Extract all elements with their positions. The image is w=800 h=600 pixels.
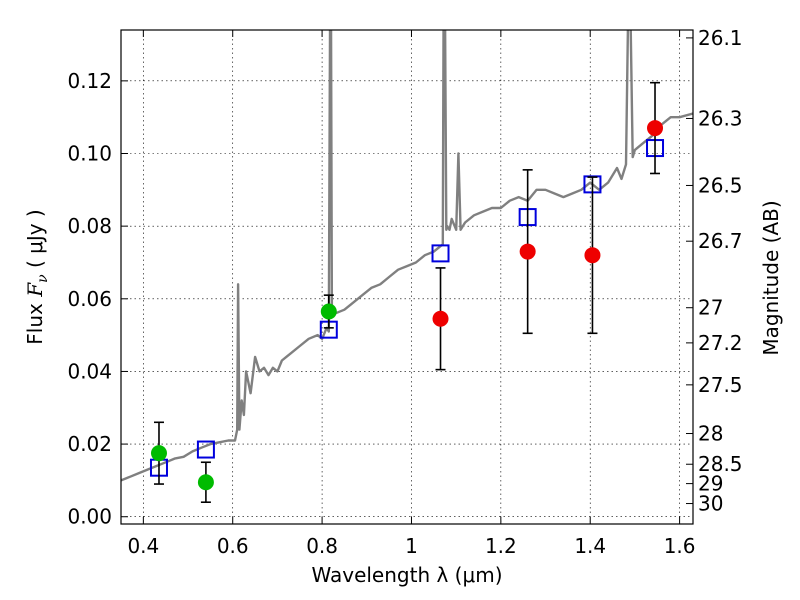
plot-area <box>121 30 693 504</box>
x-tick-label: 0.4 <box>127 534 159 558</box>
y-tick-label: 0.06 <box>67 287 112 311</box>
model-spectrum-line <box>121 30 693 482</box>
model-flux-box <box>196 440 215 459</box>
y2-tick-label: 26.5 <box>698 173 743 197</box>
y-axis-label-prefix: Flux <box>23 297 47 345</box>
x-tick-label: 1.2 <box>485 534 517 558</box>
model-flux-box <box>431 244 450 263</box>
y-tick-label: 0.02 <box>67 432 112 456</box>
y2-tick-label: 27 <box>698 296 723 320</box>
plot-frame <box>120 29 694 525</box>
green-data-point <box>150 445 167 462</box>
y-axis-label-subscript: ν <box>35 274 51 283</box>
y2-tick-label: 26.7 <box>698 229 743 253</box>
x-tick-label: 1.6 <box>664 534 696 558</box>
y-tick-label: 0.04 <box>67 359 112 383</box>
y-tick-label: 0.12 <box>67 69 112 93</box>
red-data-point <box>647 120 664 137</box>
x-tick-label: 1.4 <box>574 534 606 558</box>
y-axis-label-symbol: F <box>23 282 47 298</box>
red-data-point <box>584 247 601 264</box>
green-data-point <box>320 303 337 320</box>
green-data-point <box>197 474 214 491</box>
y2-axis-label: Magnitude (AB) <box>759 200 783 355</box>
grid <box>121 30 693 524</box>
y2-tick-label: 29 <box>698 472 723 496</box>
x-tick-label: 0.8 <box>306 534 338 558</box>
y-axis-label: Flux Fν ( μJy ) <box>23 209 51 344</box>
y2-tick-label: 27.5 <box>698 373 743 397</box>
y2-tick-label: 30 <box>698 492 723 516</box>
y-tick-label: 0.00 <box>67 505 112 529</box>
y-tick-label: 0.08 <box>67 214 112 238</box>
x-tick-label: 1 <box>405 534 418 558</box>
x-tick-label: 0.6 <box>217 534 249 558</box>
y2-tick-label: 26.3 <box>698 106 743 130</box>
axes-ticks: 0.4 0.6 0.8 1 1.2 1.4 1.6 0.00 0.02 0.04 0.06 0.08 0… <box>67 26 742 558</box>
x-axis-label: Wavelength λ (μm) <box>311 563 502 587</box>
y2-tick-label: 28.5 <box>698 452 743 476</box>
y2-tick-label: 28 <box>698 422 723 446</box>
y2-tick-label: 26.1 <box>698 26 743 50</box>
red-data-point <box>519 243 536 260</box>
y-tick-label: 0.10 <box>67 142 112 166</box>
y2-tick-label: 27.2 <box>698 331 743 355</box>
y-axis-label-unit: ( μJy ) <box>23 209 47 274</box>
red-data-point <box>432 310 449 327</box>
